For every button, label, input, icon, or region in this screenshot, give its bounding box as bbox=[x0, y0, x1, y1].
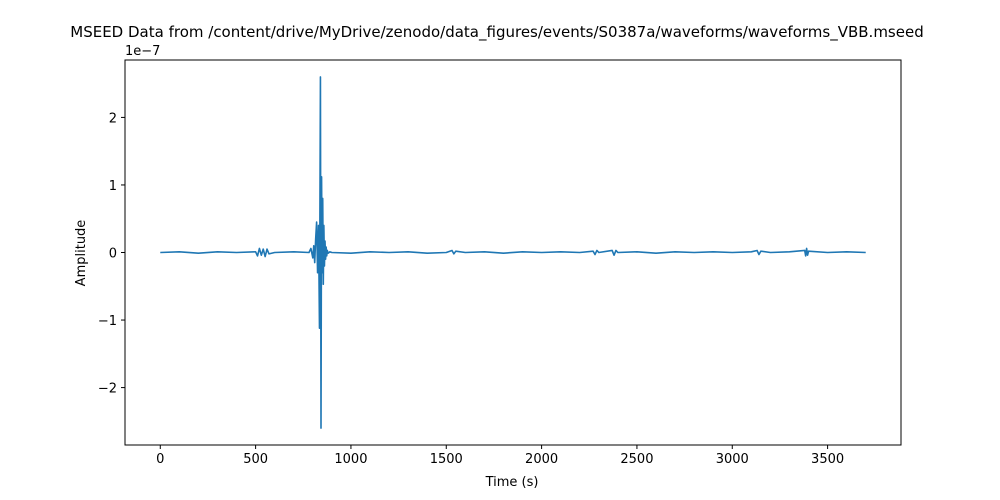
x-tick-label-2000: 2000 bbox=[525, 452, 558, 467]
y-tick-label-2: 2 bbox=[109, 111, 117, 126]
y-tick-label-1: 1 bbox=[109, 179, 117, 194]
y-axis-label: Amplitude bbox=[74, 220, 89, 287]
chart-title: MSEED Data from /content/drive/MyDrive/z… bbox=[70, 23, 923, 42]
x-axis-label: Time (s) bbox=[485, 475, 539, 490]
waveform-line-0 bbox=[160, 76, 866, 429]
plot-area: 0 500 1000 1500 2000 2500 3000 3500 −2 −1 0 1 2 bbox=[98, 59, 902, 467]
x-tick-label-3000: 3000 bbox=[716, 452, 749, 467]
y-offset-label: 1e−7 bbox=[125, 44, 160, 59]
x-tick-label-2500: 2500 bbox=[620, 452, 653, 467]
y-tick-label--1: −1 bbox=[98, 314, 117, 329]
x-tick-label-1000: 1000 bbox=[334, 452, 367, 467]
y-tick-label-0: 0 bbox=[109, 247, 117, 262]
y-tick-label--2: −2 bbox=[98, 382, 117, 397]
x-tick-label-0: 0 bbox=[156, 452, 164, 467]
x-tick-label-500: 500 bbox=[243, 452, 268, 467]
x-tick-label-3500: 3500 bbox=[811, 452, 844, 467]
x-tick-label-1500: 1500 bbox=[430, 452, 463, 467]
